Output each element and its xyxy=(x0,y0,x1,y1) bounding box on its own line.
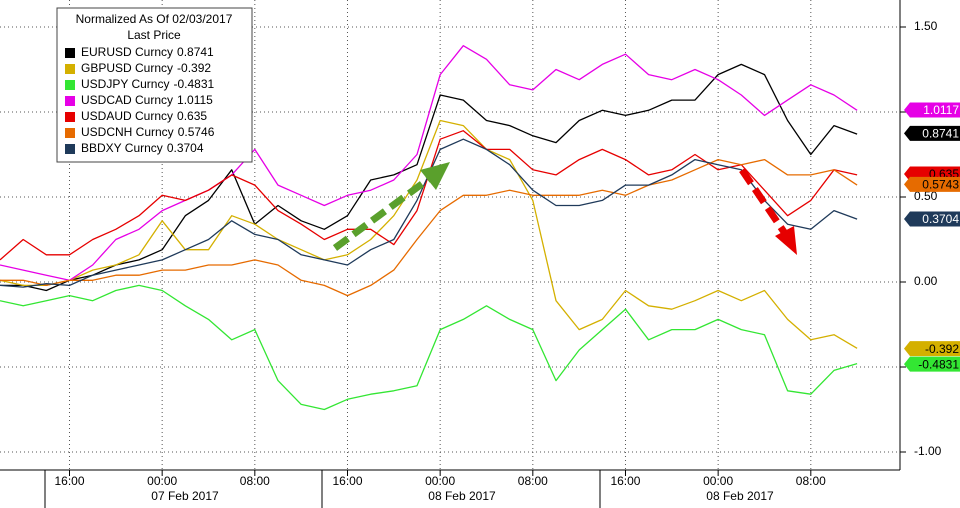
last-price-tag xyxy=(904,356,960,372)
last-price-label: 0.5743 xyxy=(922,178,959,192)
legend-value: 0.8741 xyxy=(177,45,214,59)
legend-name: GBPUSD Curncy xyxy=(81,61,173,75)
last-price-label: 0.3704 xyxy=(922,212,959,226)
x-tick-label: 16:00 xyxy=(610,474,640,488)
green-arrow-shaft xyxy=(332,175,433,251)
annotation-arrows xyxy=(332,162,797,255)
legend-title: Normalized As Of 02/03/2017 xyxy=(76,12,233,26)
legend-box xyxy=(56,7,253,163)
last-price-tag xyxy=(904,125,960,141)
legend-value: 0.5746 xyxy=(178,125,215,139)
x-tick-label: 08:00 xyxy=(796,474,826,488)
series-line xyxy=(0,45,858,281)
legend-swatch xyxy=(65,96,75,106)
legend-value: 1.0115 xyxy=(177,93,213,107)
y-tick-label: 0.00 xyxy=(914,274,938,288)
legend-entry: GBPUSD Curncy -0.392 xyxy=(81,61,211,75)
series-line xyxy=(0,158,858,297)
date-label: 07 Feb 2017 xyxy=(151,489,219,503)
x-tick-label: 16:00 xyxy=(332,474,362,488)
legend-entry: USDJPY Curncy -0.4831 xyxy=(81,77,215,91)
series-line xyxy=(0,119,858,349)
legend-entry: USDAUD Curncy 0.635 xyxy=(81,109,207,123)
legend-value: 0.635 xyxy=(177,109,207,123)
last-price-tag xyxy=(904,341,960,357)
legend-subtitle: Last Price xyxy=(127,28,181,42)
legend: Normalized As Of 02/03/2017 Last Price E… xyxy=(56,7,253,163)
legend-entry: USDCNH Curncy 0.5746 xyxy=(81,125,215,139)
last-price-tag xyxy=(904,176,960,192)
x-tick-label: 08:00 xyxy=(240,474,270,488)
legend-swatch xyxy=(65,128,75,138)
series-line xyxy=(0,63,858,292)
legend-swatch xyxy=(65,48,75,58)
red-arrow-shaft xyxy=(739,168,787,234)
legend-swatch xyxy=(65,112,75,122)
x-tick-label: 00:00 xyxy=(147,474,177,488)
last-price-label: 1.0117 xyxy=(923,103,959,117)
y-tick-label: -1.00 xyxy=(914,444,942,458)
series-line xyxy=(0,284,858,411)
legend-entry: BBDXY Curncy 0.3704 xyxy=(81,141,204,155)
last-price-tags: 0.8741-0.392-0.48311.01170.6350.57430.37… xyxy=(904,102,960,372)
last-price-label: -0.392 xyxy=(925,342,959,356)
y-tick-label: 1.50 xyxy=(914,19,938,33)
legend-swatch xyxy=(65,80,75,90)
legend-name: EURUSD Curncy xyxy=(81,45,173,59)
legend-name: BBDXY Curncy xyxy=(81,141,163,155)
x-tick-label: 00:00 xyxy=(703,474,733,488)
last-price-label: 0.8741 xyxy=(922,127,959,141)
last-price-tag xyxy=(904,102,960,118)
date-label: 08 Feb 2017 xyxy=(706,489,774,503)
x-tick-label: 16:00 xyxy=(54,474,84,488)
legend-name: USDJPY Curncy xyxy=(81,77,169,91)
x-tick-label: 00:00 xyxy=(425,474,455,488)
legend-name: USDAUD Curncy xyxy=(81,109,173,123)
legend-swatch xyxy=(65,64,75,74)
legend-value: -0.392 xyxy=(177,61,211,75)
lines xyxy=(0,45,858,411)
last-price-tag xyxy=(904,211,960,227)
legend-name: USDCNH Curncy xyxy=(81,125,174,139)
legend-name: USDCAD Curncy xyxy=(81,93,173,107)
legend-swatch xyxy=(65,144,75,154)
date-label: 08 Feb 2017 xyxy=(428,489,496,503)
x-tick-label: 08:00 xyxy=(518,474,548,488)
red-arrow-head xyxy=(775,226,797,255)
legend-value: -0.4831 xyxy=(173,77,214,91)
legend-entry: USDCAD Curncy 1.0115 xyxy=(81,93,213,107)
legend-entry: EURUSD Curncy 0.8741 xyxy=(81,45,214,59)
green-arrow-head xyxy=(420,162,450,190)
legend-value: 0.3704 xyxy=(167,141,204,155)
last-price-label: -0.4831 xyxy=(918,357,959,371)
y-tick-label: 0.50 xyxy=(914,189,938,203)
